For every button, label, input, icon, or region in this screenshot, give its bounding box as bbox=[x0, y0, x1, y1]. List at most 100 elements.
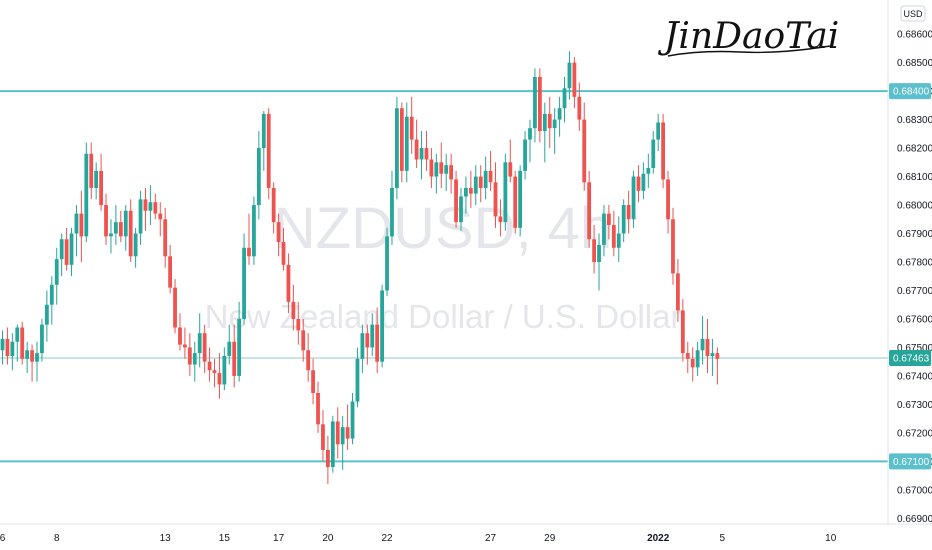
candle-body bbox=[680, 310, 685, 354]
candle-body bbox=[54, 259, 59, 285]
candle bbox=[602, 205, 606, 257]
candle-body bbox=[25, 350, 30, 359]
candle bbox=[611, 210, 616, 257]
candle-body bbox=[473, 176, 478, 194]
candle-body bbox=[414, 139, 419, 160]
candle-body bbox=[178, 327, 182, 345]
candle bbox=[676, 259, 680, 322]
candle bbox=[385, 227, 389, 297]
candle-body bbox=[375, 324, 380, 362]
candle-body bbox=[547, 113, 552, 129]
candle-body bbox=[602, 213, 606, 245]
candle-body bbox=[15, 327, 20, 342]
candle-body bbox=[429, 159, 434, 177]
candle bbox=[513, 170, 518, 234]
candle bbox=[69, 227, 74, 277]
candle-body bbox=[685, 353, 690, 359]
currency-button[interactable] bbox=[900, 5, 926, 22]
time-axis-background bbox=[0, 524, 932, 550]
candle bbox=[547, 96, 552, 149]
candle-body bbox=[291, 301, 296, 319]
symbol-watermark: NZDUSD, 4h New Zealand Dollar / U.S. Dol… bbox=[205, 196, 682, 335]
candle bbox=[153, 193, 158, 220]
candle bbox=[646, 153, 651, 188]
candle bbox=[350, 393, 355, 445]
candle-body bbox=[345, 427, 350, 439]
x-tick-label: 29 bbox=[544, 533, 556, 544]
signature-underline bbox=[667, 45, 831, 57]
candle bbox=[493, 162, 498, 228]
candle bbox=[340, 415, 345, 470]
x-tick-label: 6 bbox=[0, 533, 6, 544]
candle-body bbox=[676, 273, 680, 311]
candle-body bbox=[705, 338, 710, 356]
candle bbox=[621, 199, 626, 243]
candle bbox=[0, 330, 5, 365]
candle bbox=[202, 324, 207, 374]
candle bbox=[468, 170, 473, 208]
candle-body bbox=[306, 350, 311, 371]
candle bbox=[552, 108, 557, 154]
candle bbox=[661, 113, 666, 188]
candle bbox=[616, 216, 621, 262]
candle-body bbox=[59, 239, 64, 260]
candle bbox=[419, 131, 424, 180]
candle-body bbox=[104, 205, 108, 237]
x-tick-label: 22 bbox=[381, 533, 393, 544]
candle bbox=[183, 327, 187, 359]
candle bbox=[256, 131, 261, 220]
candle-body bbox=[597, 244, 601, 262]
candle-body bbox=[710, 353, 715, 356]
candle-body bbox=[567, 62, 572, 89]
candle bbox=[557, 96, 562, 137]
candle bbox=[409, 96, 414, 154]
candle bbox=[597, 233, 601, 291]
candle-body bbox=[582, 119, 587, 183]
y-tick-label: 0.68500 bbox=[897, 58, 932, 69]
candle bbox=[503, 153, 508, 231]
candle-body bbox=[242, 247, 246, 319]
candle bbox=[626, 190, 631, 234]
candle bbox=[207, 347, 212, 382]
candle-body bbox=[187, 347, 192, 365]
candle bbox=[104, 193, 108, 245]
price-tag-2 bbox=[889, 349, 931, 366]
y-tick-label: 0.67200 bbox=[897, 428, 932, 439]
candle-body bbox=[281, 242, 286, 265]
candle-body bbox=[528, 128, 532, 140]
candle-body bbox=[138, 199, 143, 234]
candle bbox=[424, 131, 429, 171]
candle-body bbox=[99, 170, 103, 206]
candle-body bbox=[542, 113, 547, 131]
candle-body bbox=[217, 373, 222, 385]
candle-body bbox=[523, 139, 527, 171]
candle bbox=[5, 327, 10, 365]
candle-body bbox=[671, 219, 675, 274]
candle-body bbox=[311, 370, 315, 393]
candle bbox=[360, 324, 365, 374]
candle-body bbox=[163, 219, 168, 257]
candle bbox=[301, 318, 306, 362]
candle-body bbox=[552, 119, 557, 129]
candle-body bbox=[409, 116, 414, 140]
candle bbox=[636, 165, 641, 203]
price-tag-0 bbox=[889, 83, 931, 100]
candle-body bbox=[424, 148, 429, 160]
candle bbox=[128, 199, 133, 262]
candle bbox=[20, 321, 25, 365]
candle bbox=[261, 111, 266, 171]
candle-body bbox=[631, 176, 636, 220]
price-axis: 0.68600 0.68500 0.68400 0.68300 0.68200 0.681… bbox=[887, 0, 932, 525]
candle-body bbox=[202, 333, 207, 362]
candle-body bbox=[286, 264, 291, 302]
x-tick-label: 17 bbox=[273, 533, 285, 544]
candle-body bbox=[183, 344, 187, 348]
candle bbox=[577, 82, 582, 131]
candle-body bbox=[468, 187, 473, 194]
candle-body bbox=[168, 256, 173, 288]
candle-body bbox=[557, 108, 562, 120]
currency-label: USD bbox=[903, 9, 923, 19]
candle-body bbox=[503, 162, 508, 223]
x-tick-label: 15 bbox=[219, 533, 231, 544]
